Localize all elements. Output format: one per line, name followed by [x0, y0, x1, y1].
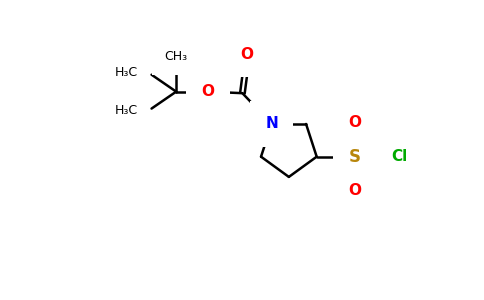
Text: H₃C: H₃C [115, 66, 137, 79]
Text: S: S [349, 148, 361, 166]
Text: Cl: Cl [392, 149, 408, 164]
Text: CH₃: CH₃ [165, 50, 188, 63]
Text: O: O [348, 183, 362, 198]
Text: H₃C: H₃C [115, 104, 137, 117]
Text: O: O [240, 47, 253, 62]
Text: N: N [265, 116, 278, 131]
Text: O: O [348, 115, 362, 130]
Text: O: O [201, 84, 214, 99]
